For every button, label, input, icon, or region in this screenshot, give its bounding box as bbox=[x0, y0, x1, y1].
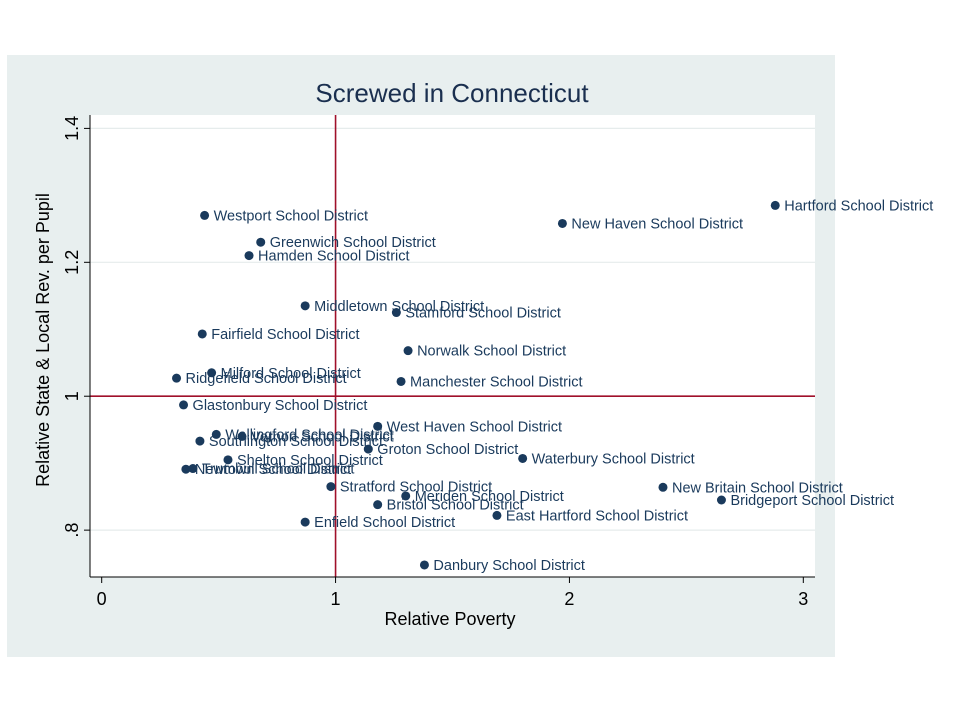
data-point bbox=[391, 308, 401, 318]
data-point-label: Southington School District bbox=[209, 434, 383, 450]
data-point bbox=[770, 200, 780, 210]
y-tick-label: 1.2 bbox=[62, 250, 82, 275]
data-point-label: East Hartford School District bbox=[506, 508, 688, 524]
data-point bbox=[403, 346, 413, 356]
data-point-label: Stratford School District bbox=[340, 480, 492, 496]
data-point-label: Groton School District bbox=[377, 442, 518, 458]
data-point-label: Stamford School District bbox=[405, 306, 561, 322]
data-point-label: Manchester School District bbox=[410, 374, 582, 390]
data-point-label: New Britain School District bbox=[672, 480, 843, 496]
data-point-label: Bristol School District bbox=[387, 498, 524, 514]
x-tick-label: 0 bbox=[97, 589, 107, 609]
data-point-label: New Haven School District bbox=[571, 216, 743, 232]
x-tick-label: 3 bbox=[798, 589, 808, 609]
data-point bbox=[181, 464, 191, 474]
data-point-label: Wallingford School District bbox=[225, 427, 394, 443]
data-point bbox=[200, 210, 210, 220]
data-point-label: Waterbury School District bbox=[532, 451, 695, 467]
data-points: Hartford School District New Haven School… bbox=[172, 198, 933, 574]
data-point bbox=[373, 421, 383, 431]
data-point bbox=[396, 376, 406, 386]
data-point bbox=[363, 444, 373, 454]
data-point bbox=[419, 560, 429, 570]
data-point-label: Enfield School District bbox=[314, 515, 455, 531]
data-point-label: Middletown School District bbox=[314, 299, 484, 315]
data-point-label: Glastonbury School District bbox=[193, 398, 368, 414]
data-point bbox=[557, 218, 567, 228]
y-tick-label: 1 bbox=[62, 391, 82, 401]
data-point bbox=[188, 464, 198, 474]
data-point-label: Meriden School District bbox=[415, 489, 564, 505]
data-point bbox=[373, 500, 383, 510]
data-point bbox=[223, 455, 233, 465]
data-point-label: Newtown School District bbox=[195, 462, 351, 478]
data-point-label: Milford School District bbox=[221, 366, 361, 382]
data-point bbox=[195, 436, 205, 446]
data-point bbox=[237, 431, 247, 441]
data-point bbox=[197, 329, 207, 339]
y-tick-label: 1.4 bbox=[62, 116, 82, 141]
data-point bbox=[518, 453, 528, 463]
x-tick-label: 2 bbox=[564, 589, 574, 609]
axes bbox=[89, 115, 815, 578]
data-point-label: Hamden School District bbox=[258, 249, 410, 265]
data-point-label: West Haven School District bbox=[387, 419, 562, 435]
x-axis-label: Relative Poverty bbox=[384, 609, 515, 629]
reference-lines bbox=[90, 115, 815, 577]
data-point-label: Trumbull School District bbox=[202, 462, 355, 478]
data-point-label: Danbury School District bbox=[433, 558, 585, 574]
data-point bbox=[326, 482, 336, 492]
plot-background bbox=[90, 115, 815, 577]
data-point bbox=[300, 301, 310, 311]
data-point bbox=[211, 429, 221, 439]
data-point-label: Norwalk School District bbox=[417, 344, 566, 360]
data-point-label: Westport School District bbox=[214, 208, 368, 224]
data-point bbox=[492, 510, 502, 520]
data-point bbox=[401, 491, 411, 501]
ticks: .8 1 1.2 1.4 0 1 2 3 bbox=[62, 116, 808, 609]
data-point bbox=[244, 251, 254, 261]
data-point bbox=[179, 400, 189, 410]
y-axis-label: Relative State & Local Rev. per Pupil bbox=[33, 193, 53, 487]
data-point bbox=[716, 495, 726, 505]
data-point-label: Ridgefield School District bbox=[186, 371, 347, 387]
data-point bbox=[300, 517, 310, 527]
data-point-label: Shelton School District bbox=[237, 453, 383, 469]
chart-title: Screwed in Connecticut bbox=[315, 78, 589, 108]
data-point-label: Bridgeport School District bbox=[730, 493, 894, 509]
data-point-label: Hartford School District bbox=[784, 198, 933, 214]
data-point bbox=[658, 482, 668, 492]
data-point-label: Vernon School District bbox=[251, 429, 394, 445]
data-point bbox=[256, 237, 266, 247]
data-point-label: Greenwich School District bbox=[270, 235, 436, 251]
data-point bbox=[172, 373, 182, 383]
data-point bbox=[207, 368, 217, 378]
x-tick-label: 1 bbox=[331, 589, 341, 609]
data-point-label: Fairfield School District bbox=[211, 327, 359, 343]
y-tick-label: .8 bbox=[62, 523, 82, 538]
